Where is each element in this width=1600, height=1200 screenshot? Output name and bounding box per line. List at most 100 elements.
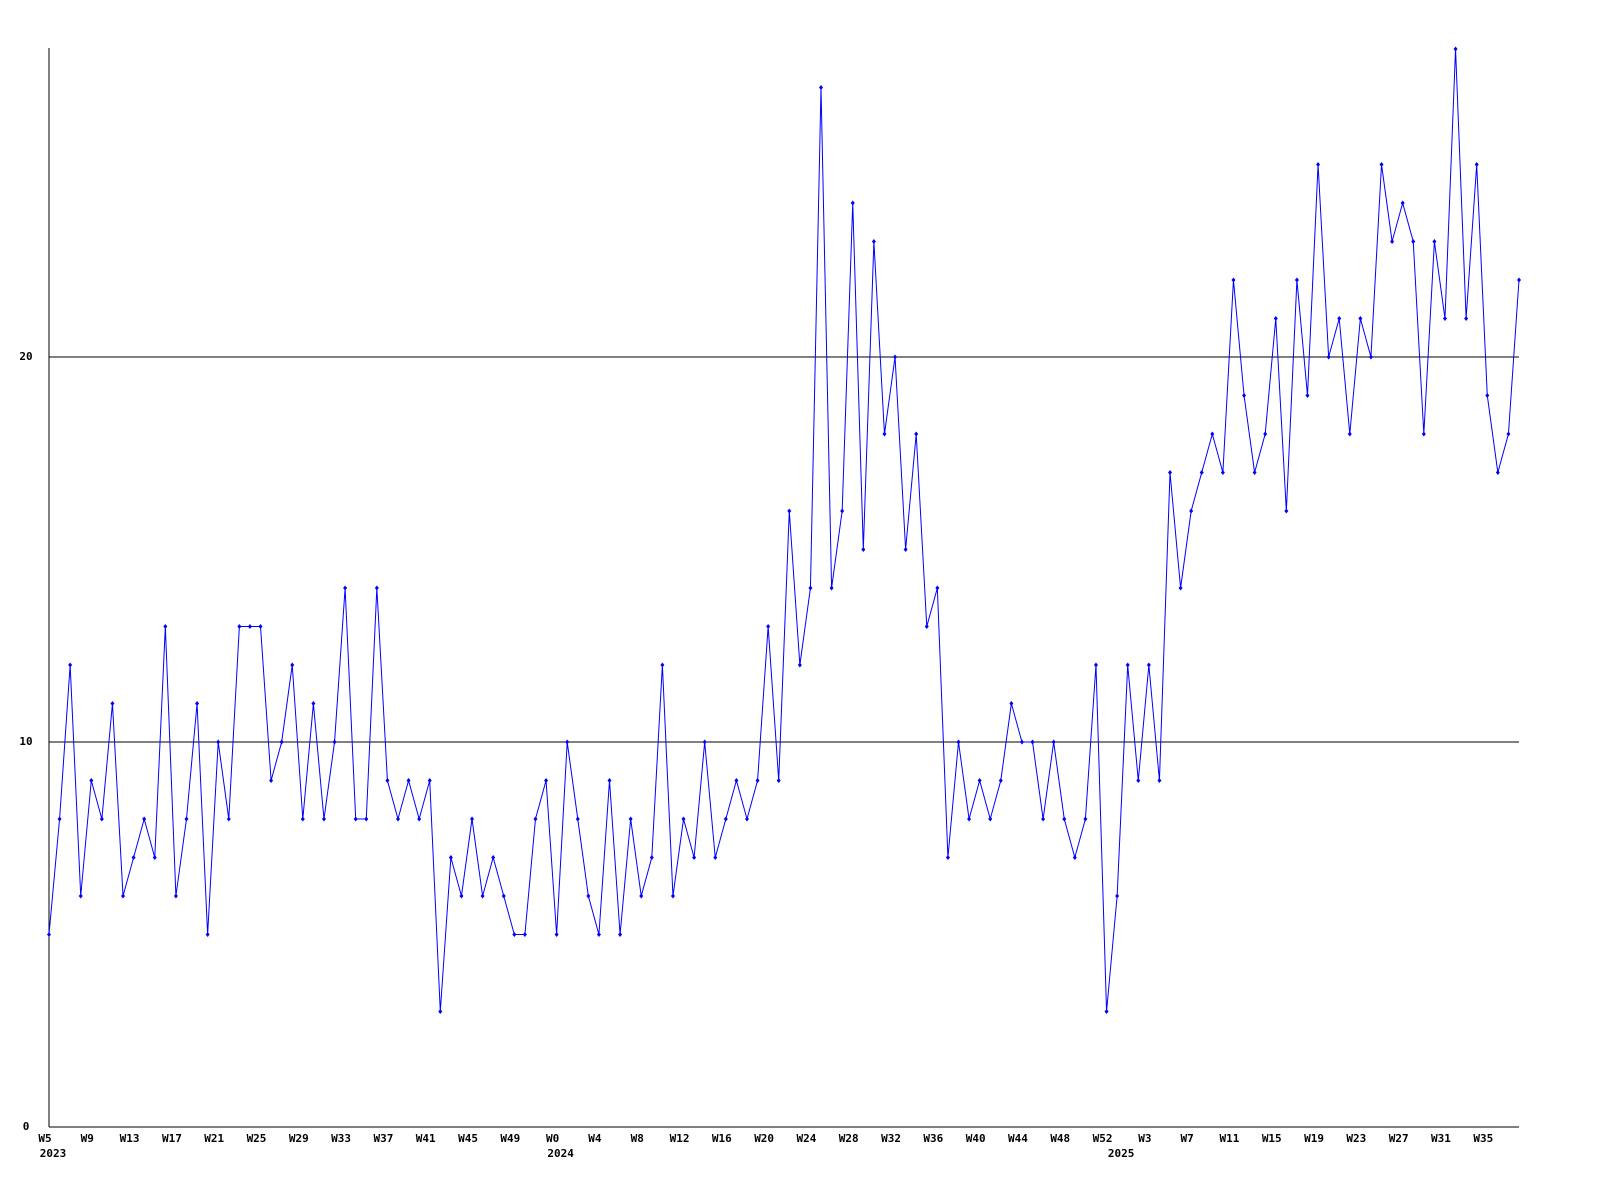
data-point [343,585,348,591]
data-point [713,855,718,860]
x-tick-label: W12 [670,1132,690,1145]
x-tick-label: W3 [1138,1132,1151,1145]
data-point [1294,277,1299,283]
data-point [1506,431,1511,437]
data-point [575,816,580,822]
data-point [586,893,591,899]
data-point [744,816,749,822]
data-point [1019,739,1024,745]
data-point [554,932,559,937]
data-point [279,739,284,745]
data-point [311,701,316,706]
data-point [1125,662,1130,668]
x-tick-label: W15 [1262,1132,1282,1145]
data-point [427,778,432,783]
data-point [1263,431,1268,437]
data-point [1453,46,1458,52]
data-point [723,816,728,822]
data-point [1337,316,1342,321]
data-point [1379,162,1384,167]
data-point [1368,354,1373,360]
y-tick-label: 10 [19,735,32,748]
data-point [110,701,115,706]
y-tick-label: 20 [19,350,32,363]
data-point [596,932,601,937]
data-point [533,816,538,822]
data-point [385,778,390,783]
data-point [945,855,950,860]
data-point [99,816,104,822]
data-line [48,48,1520,1012]
data-point [893,354,898,360]
x-tick-label: W49 [500,1132,520,1145]
data-point [914,431,919,437]
x-tick-label: W31 [1431,1132,1451,1145]
data-point [1252,470,1257,475]
data-point [1157,778,1162,783]
data-point [1242,393,1247,398]
data-point [1199,470,1204,475]
data-point [1072,855,1077,860]
x-tick-label: W4 [588,1132,602,1145]
data-point [776,778,781,783]
y-tick-label: 0 [23,1120,30,1133]
data-point [1178,585,1183,591]
data-point [1474,162,1479,167]
data-point [121,893,126,899]
data-point [89,778,94,783]
data-point [512,932,517,937]
data-point [247,624,252,629]
data-point [459,893,464,899]
x-tick-label: W36 [923,1132,943,1145]
data-point [491,855,496,860]
data-point [47,932,51,937]
data-point [1115,893,1120,899]
x-year-label: 2025 [1108,1147,1135,1160]
x-tick-label: W52 [1093,1132,1113,1145]
data-point [68,662,73,668]
data-point [1104,1009,1109,1014]
data-point [1316,162,1321,167]
data-point [1358,316,1363,321]
data-point [173,893,178,899]
data-point [205,932,210,937]
data-point [480,893,485,899]
data-point [417,816,422,822]
data-point [956,739,961,745]
data-point [1485,393,1490,398]
data-point [1400,200,1405,206]
data-point [829,585,834,591]
x-tick-label: W48 [1050,1132,1070,1145]
x-tick-label: W29 [289,1132,309,1145]
data-point [618,932,623,937]
data-point [1168,470,1173,475]
data-point [1136,778,1141,783]
data-point [1305,393,1310,398]
data-point [1146,662,1151,668]
data-point [395,816,400,822]
data-point [861,547,866,552]
data-point [702,739,707,745]
data-point [819,85,824,90]
data-point [840,508,845,514]
data-point [565,739,570,745]
data-point [1062,816,1067,822]
x-tick-label: W24 [797,1132,817,1145]
data-point [1326,354,1331,360]
data-point [438,1009,443,1014]
data-point [1390,239,1395,244]
x-tick-label: W8 [631,1132,644,1145]
data-point [998,778,1003,783]
data-point [766,624,771,629]
x-tick-label: W13 [120,1132,140,1145]
x-tick-label: W17 [162,1132,182,1145]
data-point [195,701,200,706]
data-point [364,816,369,822]
data-point [406,778,411,783]
data-point [321,816,326,822]
data-point [1041,816,1046,822]
data-point [924,624,929,629]
x-tick-label: W41 [416,1132,436,1145]
x-tick-label: W40 [966,1132,986,1145]
